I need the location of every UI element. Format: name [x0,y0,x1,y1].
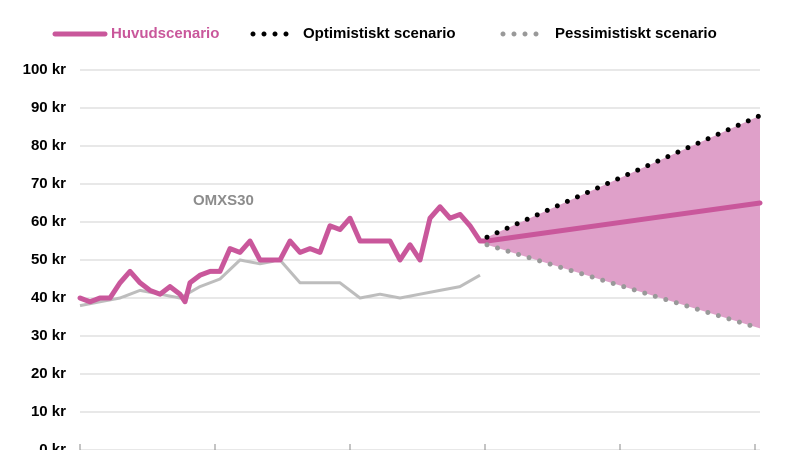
y-tick-label: 80 kr [31,137,66,154]
y-tick-label: 60 kr [31,213,66,230]
y-tick-label: 30 kr [31,327,66,344]
series-line [77,200,763,305]
y-tick-label: 40 kr [31,289,66,306]
y-tick-label: 100 kr [23,61,67,78]
y-tick-label: 20 kr [31,365,66,382]
legend-label: Optimistiskt scenario [303,25,456,42]
y-tick-label: 10 kr [31,403,66,420]
annotation: OMXS30 [193,192,254,209]
series-line [484,242,763,331]
legend-label: Huvudscenario [111,25,219,42]
y-tick-label: 90 kr [31,99,66,116]
y-tick-label: 70 kr [31,175,66,192]
legend-label: Pessimistiskt scenario [555,25,717,42]
y-tick-label: 0 kr [39,441,66,450]
y-tick-label: 50 kr [31,251,66,268]
